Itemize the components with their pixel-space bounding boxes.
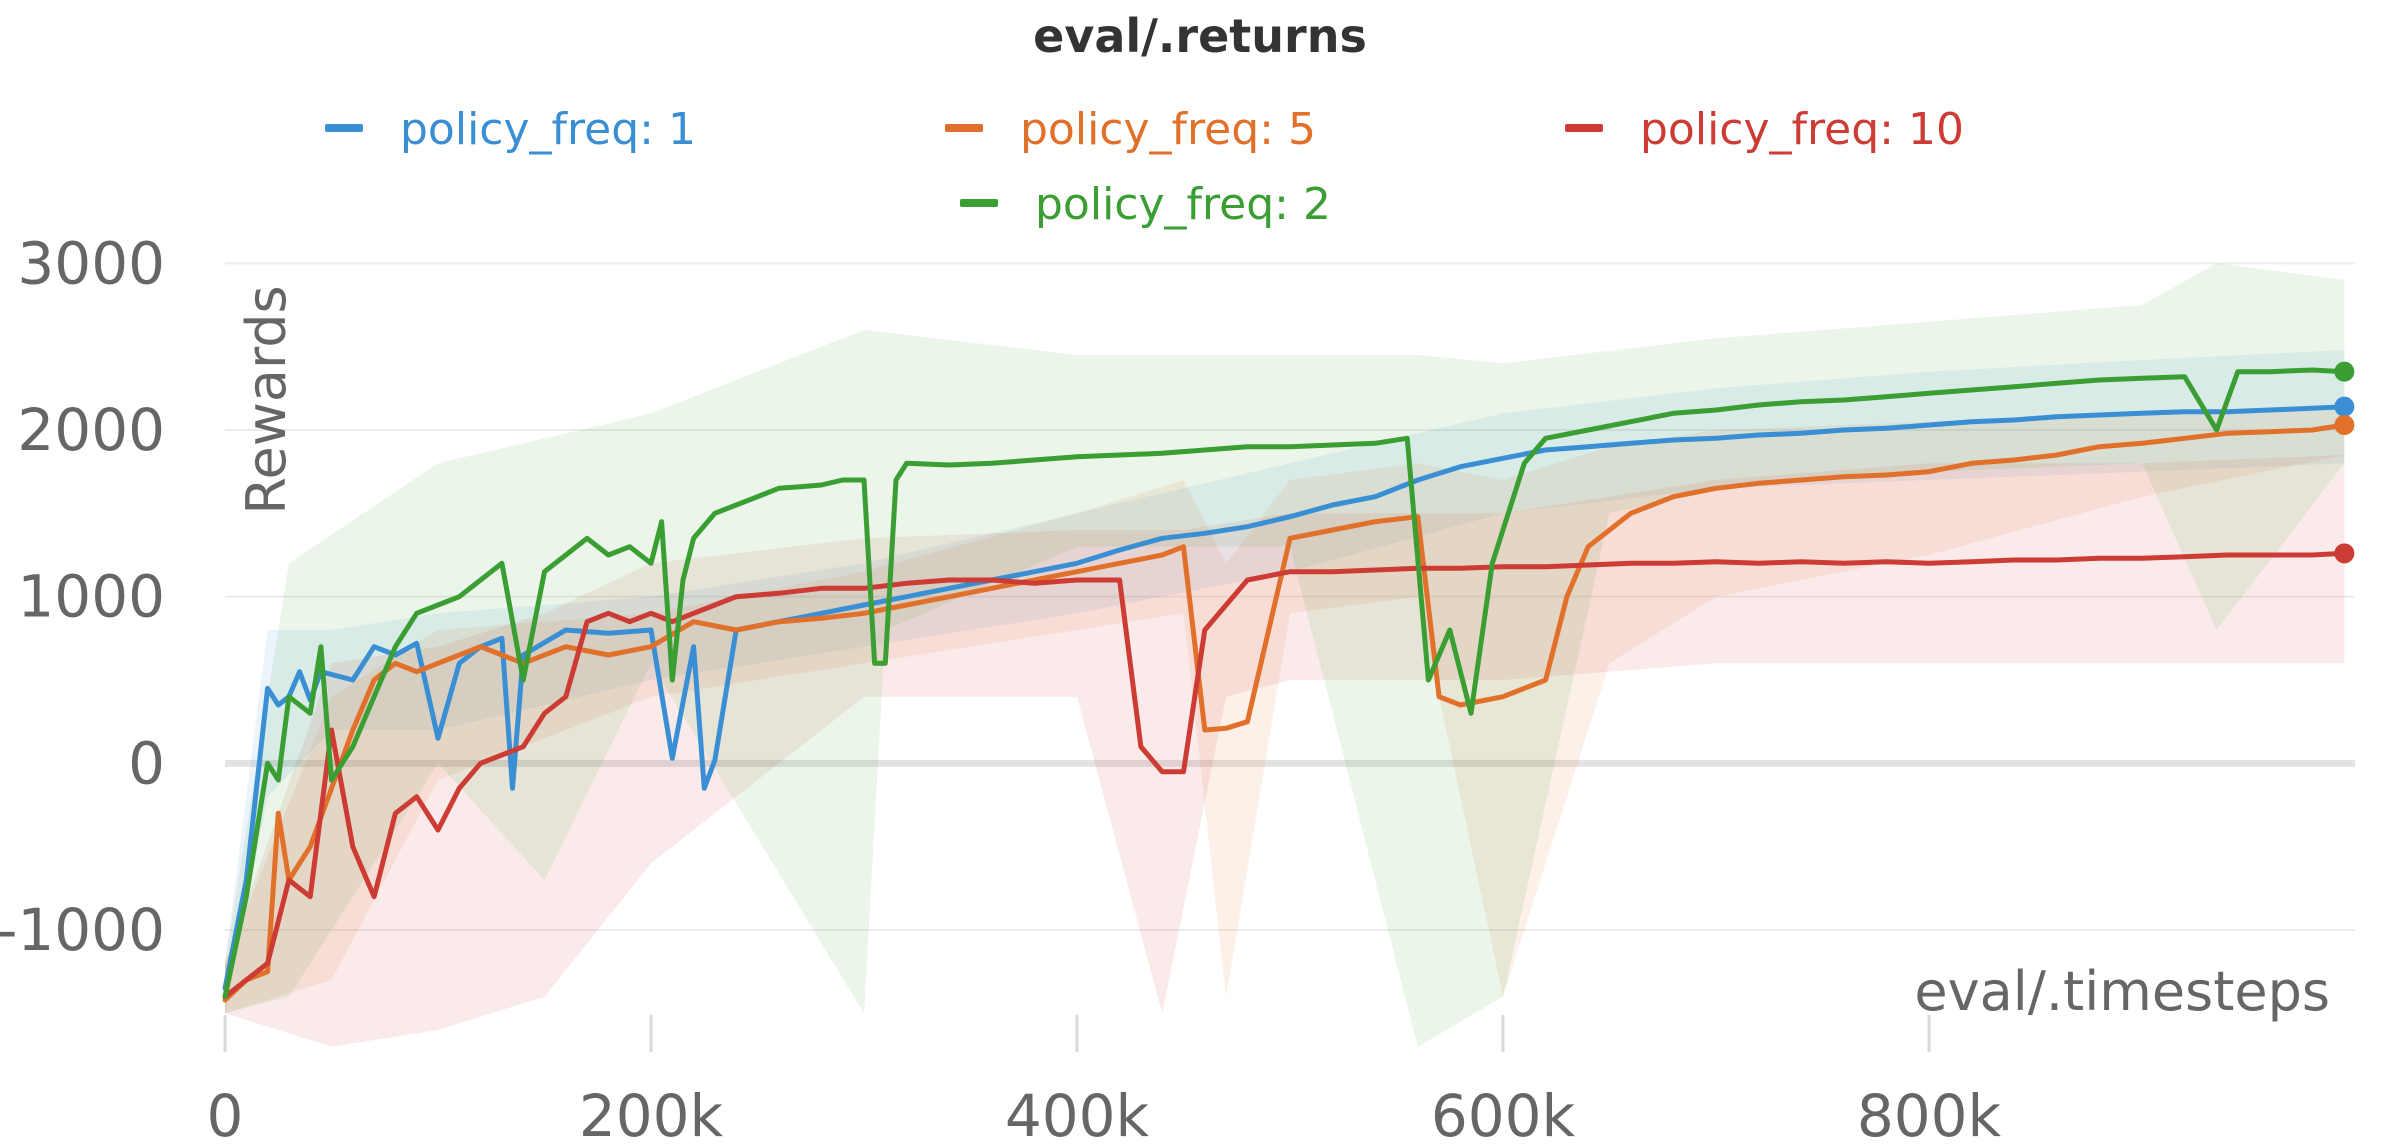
legend: policy_freq: 1 policy_freq: 5 policy_freq:… xyxy=(325,104,1964,230)
legend-swatch xyxy=(945,124,983,132)
y-tick-label: 2000 xyxy=(17,396,165,464)
legend-item-0[interactable]: policy_freq: 1 xyxy=(325,104,696,155)
chart-title: eval/.returns xyxy=(1033,9,1367,63)
series-band-0 xyxy=(225,350,2345,1014)
legend-swatch xyxy=(960,199,998,207)
legend-label: policy_freq: 5 xyxy=(1020,104,1316,155)
y-tick-label: -1000 xyxy=(0,896,165,964)
series-endpoints xyxy=(2334,361,2355,564)
series-band-2 xyxy=(225,455,2345,1047)
series-line-1 xyxy=(222,422,2347,1003)
series-lines xyxy=(222,367,2347,1003)
x-axis-label: eval/.timesteps xyxy=(1914,960,2330,1023)
x-axis-ticks: 0 200k 400k 600k 800k xyxy=(207,1015,2002,1144)
x-tick-label: 600k xyxy=(1431,1082,1576,1144)
legend-swatch xyxy=(325,124,363,132)
grid xyxy=(225,262,2355,931)
legend-label: policy_freq: 1 xyxy=(400,104,696,155)
y-axis-ticks: 3000 2000 1000 0 -1000 xyxy=(0,229,165,964)
series-endpoint-2 xyxy=(2334,543,2355,564)
x-tick-label: 200k xyxy=(579,1082,724,1144)
series-endpoint-1 xyxy=(2334,415,2355,435)
series-band-1 xyxy=(225,405,2345,1014)
series-band-3 xyxy=(225,263,2345,1047)
x-tick-label: 0 xyxy=(207,1082,244,1144)
series-endpoint-0 xyxy=(2334,396,2355,417)
y-tick-label: 1000 xyxy=(17,563,165,631)
legend-item-2[interactable]: policy_freq: 10 xyxy=(1565,104,1964,155)
legend-swatch xyxy=(1565,124,1603,132)
legend-label: policy_freq: 10 xyxy=(1640,104,1964,155)
series-line-2 xyxy=(222,550,2347,1000)
legend-item-3[interactable]: policy_freq: 2 xyxy=(960,179,1331,230)
legend-item-1[interactable]: policy_freq: 5 xyxy=(945,104,1316,155)
y-axis-label: Rewards xyxy=(235,285,298,514)
x-tick-label: 400k xyxy=(1005,1082,1150,1144)
x-tick-label: 800k xyxy=(1857,1082,2002,1144)
y-tick-label: 3000 xyxy=(17,229,165,297)
confidence-bands xyxy=(225,263,2345,1047)
series-endpoint-3 xyxy=(2334,361,2355,382)
series-line-3 xyxy=(222,367,2347,1000)
legend-label: policy_freq: 2 xyxy=(1035,179,1331,230)
y-tick-label: 0 xyxy=(128,729,165,797)
series-line-0 xyxy=(222,404,2347,991)
